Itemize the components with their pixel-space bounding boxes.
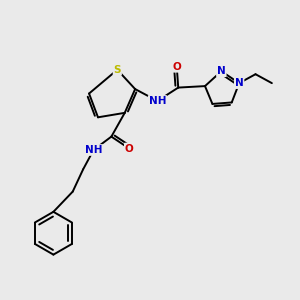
Text: O: O: [125, 143, 134, 154]
Text: N: N: [217, 66, 226, 76]
Text: S: S: [114, 65, 121, 75]
Text: O: O: [172, 62, 181, 72]
Text: NH: NH: [85, 145, 102, 155]
Text: N: N: [235, 78, 244, 88]
Text: NH: NH: [149, 96, 166, 106]
